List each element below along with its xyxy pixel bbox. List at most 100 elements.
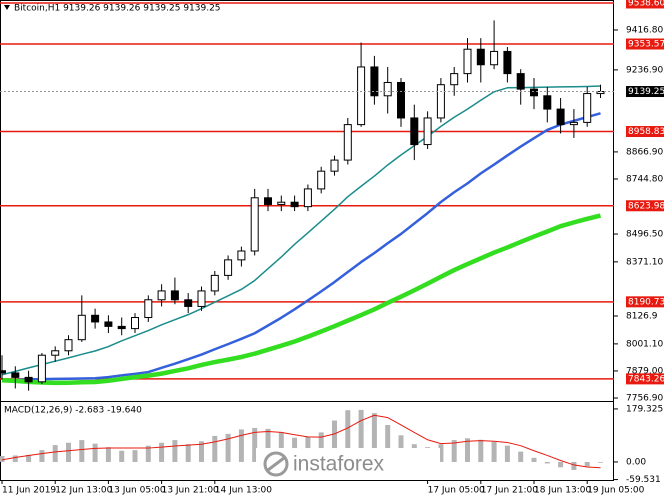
macd-bar	[252, 427, 258, 462]
candle-body	[117, 325, 126, 330]
y-tick-label: 8496.50	[626, 230, 663, 240]
candle-body	[277, 201, 286, 205]
x-tick-label: 18 Jun 13:00	[534, 486, 591, 496]
macd-bar	[159, 442, 165, 462]
candle-body	[383, 81, 392, 97]
candle-body	[290, 201, 299, 208]
macd-bar	[199, 441, 204, 462]
chart-title: Bitcoin,H1 9139.26 9139.26 9139.25 9139.…	[14, 4, 221, 14]
candle-body	[317, 170, 326, 190]
macd-bar	[465, 438, 470, 462]
x-tick-label: 17 Jun 05:00	[428, 486, 485, 496]
macd-bar	[504, 445, 510, 462]
watermark-logo-stroke	[267, 456, 285, 472]
candle-body	[423, 117, 432, 146]
y-tick-label: 8371.10	[626, 257, 663, 267]
macd-bar	[531, 457, 537, 462]
macd-bar	[52, 445, 58, 462]
macd-bar	[145, 445, 151, 462]
candle-body	[303, 188, 312, 208]
y-tick-label: 9416.80	[626, 25, 663, 35]
candle-body	[343, 124, 352, 161]
candle-body	[556, 108, 565, 126]
candle-body	[264, 197, 272, 205]
macd-bar	[265, 428, 271, 462]
macd-y-tick-label: 0.00	[626, 457, 646, 467]
macd-label: MACD(12,26,9) -2.683 -19.640	[4, 406, 142, 416]
macd-bar	[451, 440, 457, 462]
candle-body	[436, 84, 445, 119]
x-tick-label: 14 Jun 13:00	[215, 486, 272, 496]
moving-average	[1, 213, 602, 386]
candle-body	[64, 339, 73, 352]
candle-body	[170, 290, 179, 301]
candle-body	[583, 93, 592, 123]
macd-bar	[132, 450, 138, 462]
candle-body	[463, 48, 472, 75]
y-tick-label: 8001.10	[626, 339, 663, 349]
y-tick-label: 9236.90	[626, 65, 663, 75]
level-label-box	[626, 38, 664, 50]
macd-bar	[438, 444, 444, 462]
macd-bar	[79, 440, 85, 462]
candle-body	[197, 290, 206, 307]
level-label-box	[626, 126, 664, 138]
level-label-box	[626, 0, 664, 9]
candle-body	[224, 259, 233, 276]
candle-body	[370, 66, 379, 97]
candle-body	[569, 121, 578, 126]
level-label: 7843.26	[628, 374, 665, 384]
macd-bar	[558, 461, 564, 468]
macd-signal	[1, 414, 601, 469]
macd-bar	[92, 443, 98, 462]
level-label: 9538.60	[628, 0, 665, 8]
y-tick-label: 7756.90	[626, 394, 663, 404]
macd-bar	[385, 424, 391, 462]
macd-bar	[0, 456, 5, 462]
watermark-logo	[263, 451, 289, 477]
candle-body	[11, 372, 20, 378]
candle-body	[330, 159, 339, 172]
macd-bar	[478, 439, 484, 462]
macd-bar	[598, 461, 603, 463]
candle-body	[77, 314, 86, 341]
level-label: 8623.98	[628, 201, 665, 211]
macd-bar	[584, 461, 590, 467]
candle-body	[37, 354, 46, 383]
macd-bar	[371, 413, 377, 462]
candle-body	[450, 73, 459, 86]
level-label: 8958.83	[628, 127, 665, 137]
symbol-icon	[4, 5, 10, 10]
macd-bar	[225, 433, 231, 462]
macd-bar	[172, 440, 178, 462]
macd-bar	[318, 432, 324, 462]
candle-body	[543, 95, 552, 110]
candle-body	[0, 370, 6, 374]
candle-body	[410, 117, 419, 146]
macd-bar	[119, 450, 125, 462]
candle-body	[530, 88, 538, 97]
candle-body	[210, 274, 219, 292]
macd-bar	[518, 451, 524, 462]
x-tick-label: 11 Jun 2019	[2, 486, 56, 496]
y-tick-label: 8126.9	[626, 311, 658, 321]
macd-bar	[358, 409, 364, 462]
candle-body	[516, 73, 525, 90]
macd-bar	[26, 454, 32, 462]
macd-bar	[544, 461, 550, 464]
candle-body	[104, 321, 113, 327]
overlay: 9538.60 9353.57 8958.83 8623.98 8190.73 7843.…	[626, 0, 665, 385]
level-label-box	[626, 373, 664, 385]
macd-bar	[571, 461, 577, 470]
candle-body	[503, 50, 512, 75]
candle-body	[476, 48, 485, 66]
level-label: 8190.73	[628, 297, 665, 307]
macd-bar	[12, 455, 18, 462]
x-tick-label: 19 Jun 05:00	[587, 486, 644, 496]
macd-bar	[332, 420, 337, 462]
macd-bar	[39, 450, 45, 462]
macd-y-tick-label: 179.325	[626, 404, 663, 414]
candle-body	[131, 317, 139, 330]
candle-body	[237, 250, 246, 261]
